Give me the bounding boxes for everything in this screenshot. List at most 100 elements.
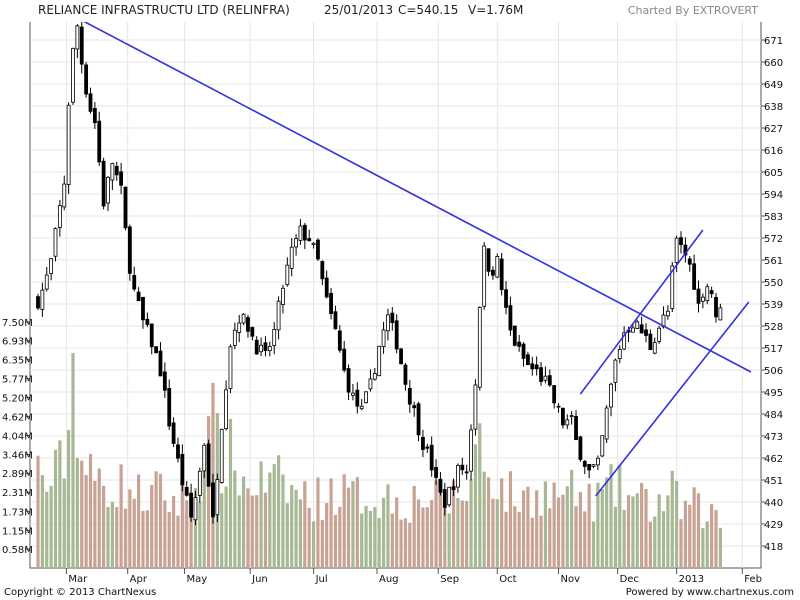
volume-bar [198, 502, 202, 568]
price-tick-label: 517 [764, 344, 783, 355]
candle-body [285, 264, 290, 286]
volume-bar [710, 504, 714, 568]
candle-body [495, 256, 500, 278]
volume-bar [250, 495, 254, 568]
candle-body [635, 321, 640, 329]
volume-bar [696, 493, 701, 568]
candle-body [307, 238, 312, 241]
candle-body [40, 289, 45, 310]
candle-body [372, 373, 377, 380]
volume-bar [106, 506, 110, 568]
chart-header: RELIANCE INFRASTRUCTU LTD (RELINFRA) 25/… [0, 0, 800, 22]
candle-body [539, 367, 543, 382]
candle-body [700, 296, 705, 302]
volume-bar [67, 430, 71, 568]
volume-bar [618, 464, 622, 568]
candle-body [276, 300, 281, 331]
volume-bar [351, 481, 355, 568]
time-tick-label: Feb [744, 574, 762, 585]
trendline-downtrend [76, 17, 752, 373]
price-tick-label: 627 [764, 124, 783, 135]
candle-body [556, 405, 561, 408]
candle-body [622, 332, 627, 350]
volume-bar [465, 500, 469, 568]
volume-bar [408, 522, 412, 568]
volume-bar [307, 507, 311, 568]
price-tick-label: 649 [764, 80, 783, 91]
candle-body [578, 436, 583, 460]
volume-bar [97, 468, 101, 568]
volume-bar [263, 492, 268, 568]
credit-text: Charted By EXTROVERT [627, 4, 758, 17]
volume-bar [548, 508, 552, 568]
candle-body [289, 246, 294, 269]
volume-bar [565, 486, 569, 568]
volume-bar [482, 471, 486, 568]
volume-bar [412, 485, 416, 568]
candle-body [246, 317, 250, 332]
volume-bar [158, 473, 163, 568]
chart-date: 25/01/2013 [324, 3, 394, 17]
volume-tick-label: 0.58M [2, 545, 33, 556]
volume-axis: 0.58M 1.15M 1.73M 2.31M 2.89M 3.46M 4.04M 4.62M… [2, 318, 33, 556]
price-tick-label: 583 [764, 212, 783, 223]
volume-bar [416, 499, 421, 568]
volume-bar [167, 512, 171, 568]
candle-body [591, 464, 596, 467]
volume-bar [513, 506, 517, 568]
volume-bars [36, 353, 722, 568]
volume-bar [154, 471, 158, 568]
candle-body [36, 296, 40, 309]
volume-bar [220, 493, 224, 568]
candle-body [604, 407, 609, 440]
candle-body [486, 248, 491, 272]
candle-body [561, 407, 565, 426]
candle-body [329, 292, 333, 314]
candle-body [359, 405, 364, 410]
candle-body [657, 327, 662, 342]
candle-body [71, 47, 75, 103]
candle-body [499, 258, 504, 291]
candle-body [302, 224, 307, 241]
candle-body [136, 291, 141, 302]
volume-bar [276, 455, 281, 568]
candle-body [552, 385, 557, 404]
candle-body [189, 492, 193, 518]
volume-bar [543, 481, 548, 568]
price-tick-label: 671 [764, 36, 783, 47]
candle-body [184, 487, 189, 496]
candle-body [674, 237, 679, 263]
candle-body [451, 486, 456, 491]
volume-bar [517, 511, 521, 568]
volume-bar [386, 484, 390, 568]
price-tick-label: 473 [764, 432, 783, 443]
price-tick-label: 616 [764, 146, 783, 157]
candle-body [504, 289, 508, 308]
volume-bar [163, 500, 167, 568]
candle-body [193, 497, 198, 521]
candle-body [368, 378, 373, 390]
volume-bar [228, 418, 233, 568]
candle-body [171, 422, 176, 444]
volume-bar [526, 486, 530, 568]
candle-body [652, 342, 657, 354]
candle-body [211, 482, 215, 518]
volume-bar [49, 485, 53, 568]
candle-body [254, 339, 259, 355]
volume-bar [123, 508, 128, 568]
volume-bar [233, 470, 237, 568]
candle-body [197, 470, 202, 496]
candle-body [110, 163, 115, 181]
candle-body [477, 307, 482, 388]
candle-body [267, 346, 272, 352]
time-tick-label: Dec [620, 574, 639, 585]
volume-bar [622, 509, 626, 568]
volume-bar [675, 480, 679, 568]
price-tick-label: 605 [764, 168, 783, 179]
volume-bar [552, 482, 556, 568]
volume-bar [535, 490, 539, 568]
candle-body [123, 186, 128, 229]
volume-bar [272, 464, 276, 568]
candle-body [75, 25, 80, 50]
volume-bar [58, 440, 62, 568]
